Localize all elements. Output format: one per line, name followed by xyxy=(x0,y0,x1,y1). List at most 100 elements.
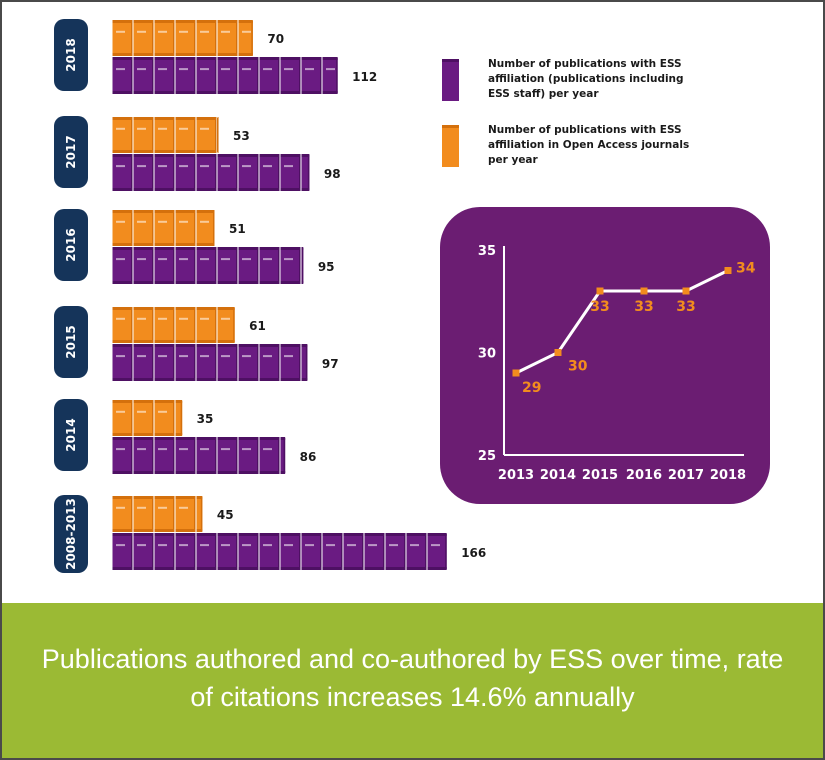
book-top xyxy=(259,437,280,440)
book-body xyxy=(217,534,238,569)
book-edge xyxy=(236,248,238,283)
book xyxy=(154,117,175,153)
book xyxy=(154,57,175,94)
book-bottom xyxy=(175,378,196,381)
book-bottom xyxy=(112,243,133,246)
book-top xyxy=(133,437,154,440)
book-label-strip xyxy=(137,410,146,413)
line-point xyxy=(596,287,604,295)
book-edge xyxy=(152,211,154,245)
bar-total-2008-2013 xyxy=(112,533,447,570)
book-bottom xyxy=(280,567,301,570)
book-bottom xyxy=(280,91,301,94)
book-body xyxy=(133,534,154,569)
book-edge xyxy=(301,248,304,283)
book-edge xyxy=(131,118,133,152)
book-top xyxy=(364,533,385,536)
book-edge xyxy=(194,248,196,283)
bar-total-2014 xyxy=(112,437,286,474)
data-label-total: 166 xyxy=(461,546,486,560)
book-label-strip xyxy=(179,258,188,261)
book-bottom xyxy=(175,150,196,153)
book-label-strip xyxy=(116,506,125,509)
book-bottom xyxy=(259,471,280,474)
book-bottom xyxy=(280,281,301,284)
book-edge xyxy=(215,58,217,93)
book-edge xyxy=(152,534,154,569)
book xyxy=(175,247,196,284)
book-body xyxy=(259,345,280,380)
book xyxy=(196,307,217,343)
book-body xyxy=(112,211,133,245)
book-body xyxy=(259,248,280,283)
book-bottom xyxy=(154,91,175,94)
book xyxy=(112,400,133,436)
book-top xyxy=(196,20,217,23)
book-edge xyxy=(194,211,196,245)
book-body xyxy=(175,248,196,283)
book-bottom xyxy=(259,567,280,570)
book-bottom xyxy=(301,378,308,381)
book-bottom xyxy=(301,91,322,94)
book-body xyxy=(154,248,175,283)
book-label-strip xyxy=(200,258,209,261)
book-top xyxy=(217,344,238,347)
book-bottom xyxy=(133,471,154,474)
book xyxy=(112,496,133,532)
book xyxy=(280,57,301,94)
book-edge xyxy=(320,58,322,93)
book-body xyxy=(133,401,154,435)
book-body xyxy=(154,534,175,569)
legend-text: affiliation (publications including xyxy=(488,73,684,85)
book-top xyxy=(133,400,154,403)
book-label-strip xyxy=(158,355,167,358)
book-label-strip xyxy=(242,258,251,261)
book xyxy=(112,344,133,381)
book-body xyxy=(133,21,154,55)
book-top xyxy=(238,20,253,23)
book-top xyxy=(427,533,447,536)
book-edge xyxy=(152,155,154,190)
book-edge xyxy=(152,118,154,152)
book-edge xyxy=(173,58,175,93)
book-bottom xyxy=(259,91,280,94)
book-edge xyxy=(278,58,280,93)
book-label-strip xyxy=(137,317,146,320)
book-top xyxy=(217,20,238,23)
bar-total-2016 xyxy=(112,247,304,284)
book-body xyxy=(154,155,175,190)
book-bottom xyxy=(196,243,215,246)
book-top xyxy=(196,307,217,310)
book xyxy=(112,20,133,56)
book-bottom xyxy=(217,91,238,94)
legend-book-icon xyxy=(442,59,459,101)
book-top xyxy=(406,533,427,536)
book-top xyxy=(217,154,238,157)
book-edge xyxy=(200,497,203,531)
book-bottom xyxy=(133,567,154,570)
book-edge xyxy=(215,248,217,283)
book-label-strip xyxy=(200,68,209,71)
line-point xyxy=(554,349,562,356)
book-bottom xyxy=(217,188,238,191)
book-edge xyxy=(131,248,133,283)
book-label-strip xyxy=(305,544,314,547)
book-label-strip xyxy=(221,165,230,168)
book-edge xyxy=(278,438,280,473)
book-label-strip xyxy=(158,68,167,71)
book-top xyxy=(112,344,133,347)
book-bottom xyxy=(217,53,238,56)
book-body xyxy=(238,21,253,55)
book-label-strip xyxy=(242,68,251,71)
book-top xyxy=(259,533,280,536)
book xyxy=(196,496,203,532)
bar-open-access-2008-2013 xyxy=(112,496,203,532)
book-bottom xyxy=(133,150,154,153)
book-bottom xyxy=(112,567,133,570)
book-edge xyxy=(257,58,259,93)
book xyxy=(301,533,322,570)
year-label: 2015 xyxy=(64,325,78,358)
book-edge xyxy=(299,534,301,569)
book-label-strip xyxy=(221,68,230,71)
book-bottom xyxy=(196,340,217,343)
